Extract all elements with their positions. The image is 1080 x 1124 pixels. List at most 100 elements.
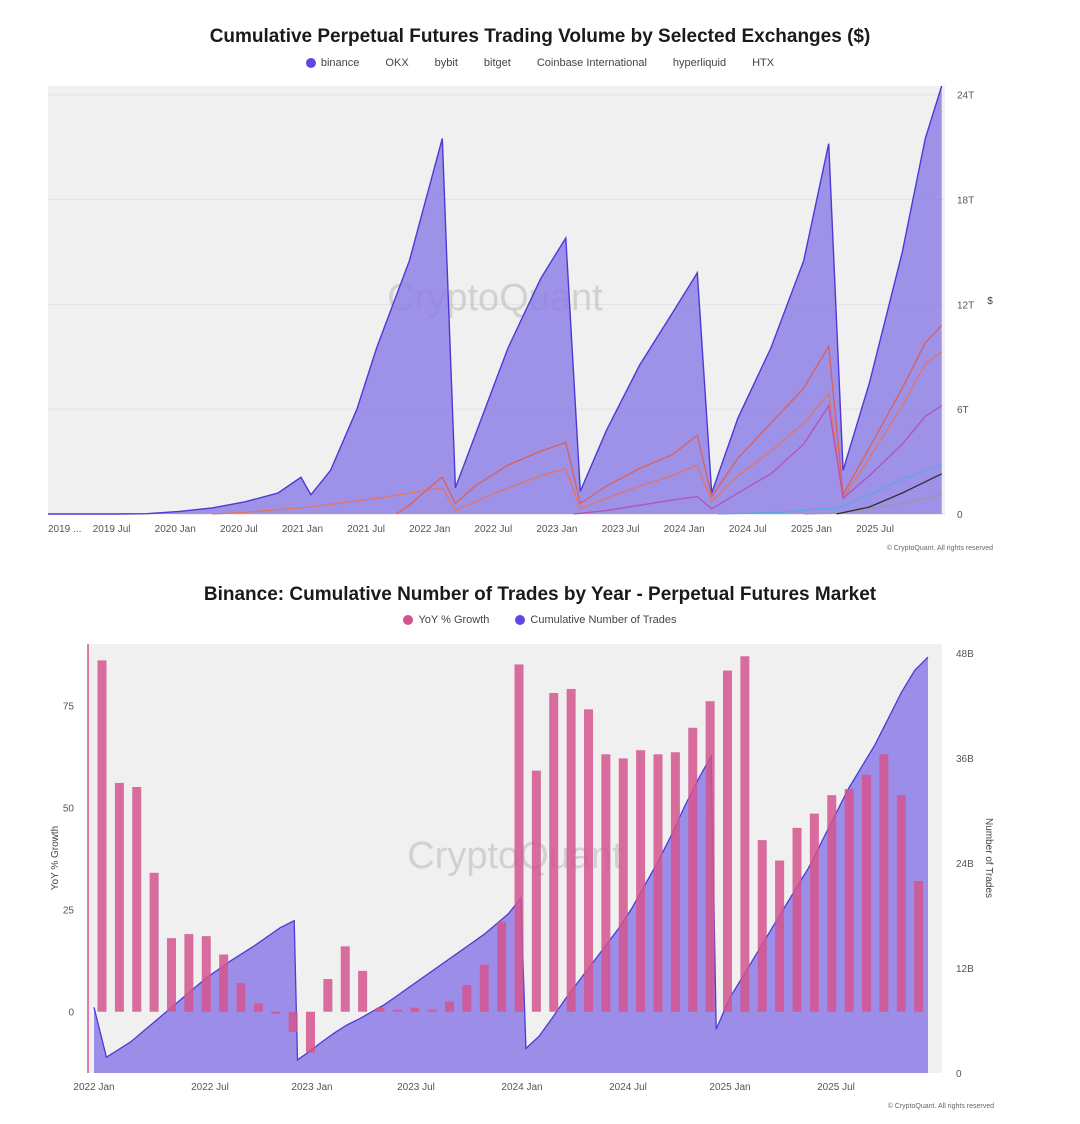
legend-item-bitget[interactable]: bitget [484,57,511,69]
legend-label: hyperliquid [672,57,727,69]
y-tick-label: 0 [957,510,963,521]
bar-yoy-growth [862,774,871,1012]
y-left-axis-title: YoY % Growth [50,826,61,890]
legend-item-hyperliquid[interactable]: hyperliquid [673,57,726,69]
bar-yoy-growth [618,758,628,1012]
bar-yoy-growth [219,954,229,1012]
bar-yoy-growth [653,754,663,1012]
bar-yoy-growth [184,934,194,1012]
legend-label: bitget [483,57,511,69]
legend-label: binance [320,57,360,69]
series-line-binance [48,85,943,515]
y-right-axis-title: Number of Trades [983,818,994,898]
bar-yoy-growth [775,860,785,1012]
bar-yoy-growth [914,880,924,1012]
x-tick-label: 2022 Jan [73,1082,114,1093]
bar-yoy-growth [132,787,142,1012]
x-tick-label: 2025 Jan [709,1082,750,1093]
legend-dot-icon [403,615,414,625]
legend-item-htx[interactable]: HTX [752,57,774,69]
bar-yoy-growth [167,938,176,1012]
y-tick-label: 24T [957,91,974,102]
legend-item-bybit[interactable]: bybit [435,57,458,69]
bar-yoy-growth [549,693,559,1012]
bar-yoy-growth [392,1009,402,1012]
x-tick-label: 2024 Jul [729,524,767,535]
y-right-tick-label: 24B [956,859,974,870]
legend-item-yoy-growth[interactable]: YoY % Growth [403,614,489,626]
bar-yoy-growth [149,872,159,1012]
x-tick-label: 2023 Jul [397,1082,435,1093]
bar-yoy-growth [531,770,541,1012]
x-tick-label: 2023 Jan [536,524,577,535]
bar-yoy-growth [740,656,750,1012]
bar-yoy-growth [201,936,211,1012]
legend-label: HTX [752,57,775,69]
series-line-bitget [573,403,943,515]
legend-item-coinbase-international[interactable]: Coinbase International [537,57,647,69]
bar-yoy-growth [323,979,333,1012]
bar-yoy-growth [445,1001,454,1012]
y-left-tick-label: 25 [63,906,75,917]
y-tick-label: 18T [957,196,974,207]
y-axis-title: $ [987,296,993,307]
bar-yoy-growth [497,921,507,1012]
x-tick-label: 2019 ... [48,524,81,535]
x-tick-label: 2020 Jul [220,524,258,535]
bar-yoy-growth [723,670,732,1012]
bar-yoy-growth [288,1011,298,1033]
bar-yoy-growth [688,727,698,1012]
series-area-binance [48,86,942,514]
bar-yoy-growth [792,827,802,1012]
series-line-okx [395,324,943,515]
chart1-title: Cumulative Perpetual Futures Trading Vol… [209,26,871,47]
bar-yoy-growth [358,970,368,1012]
bar-yoy-growth [757,840,767,1012]
y-tick-label: 12T [957,300,974,311]
x-tick-label: 2024 Jul [609,1082,647,1093]
bar-yoy-growth [253,1003,263,1012]
bar-yoy-growth [879,754,889,1012]
bar-yoy-growth [809,813,819,1012]
bar-yoy-growth [896,795,906,1012]
chart1-legend: binance OKX bybit bitget Coinbase Intern… [0,57,1080,69]
bar-yoy-growth [410,1007,420,1012]
bar-yoy-growth [636,750,646,1012]
chart2-legend: YoY % Growth Cumulative Number of Trades [0,614,1080,626]
x-tick-label: 2025 Jul [817,1082,855,1093]
x-tick-label: 2022 Jul [191,1082,229,1093]
x-tick-label: 2021 Jul [347,524,385,535]
bar-yoy-growth [114,782,124,1012]
legend-dot-icon [305,58,316,68]
x-tick-label: 2022 Jul [474,524,512,535]
chart2-plot: CryptoQuant0255075012B24B36B48BYoY % Gro… [50,644,994,1110]
legend-item-cumulative-trades[interactable]: Cumulative Number of Trades [515,614,677,626]
x-tick-label: 2024 Jan [501,1082,542,1093]
series-line-hyperliquid [836,473,942,515]
legend-label: YoY % Growth [418,614,490,626]
legend-item-okx[interactable]: OKX [385,57,408,69]
legend-item-binance[interactable]: binance [305,57,360,69]
bar-yoy-growth [271,1011,281,1014]
x-tick-label: 2023 Jan [291,1082,332,1093]
bar-yoy-growth [340,946,350,1012]
series-area-cumulative-trades [94,657,928,1073]
bar-yoy-growth [306,1011,315,1053]
legend-dot-icon [515,615,526,625]
y-right-tick-label: 12B [956,964,974,975]
y-left-tick-label: 0 [68,1008,74,1019]
bar-yoy-growth [427,1009,437,1012]
x-tick-label: 2020 Jan [155,524,196,535]
x-tick-label: 2025 Jan [791,524,832,535]
bar-yoy-growth [462,985,472,1012]
y-right-tick-label: 48B [956,649,974,660]
legend-label: bybit [434,57,458,69]
bar-yoy-growth [827,795,837,1012]
series-line-coinbase-international [803,494,942,515]
series-line-htx [718,464,942,515]
bar-yoy-growth [97,660,107,1012]
bar-yoy-growth [670,752,680,1012]
bar-yoy-growth [844,789,854,1012]
x-tick-label: 2022 Jan [409,524,450,535]
